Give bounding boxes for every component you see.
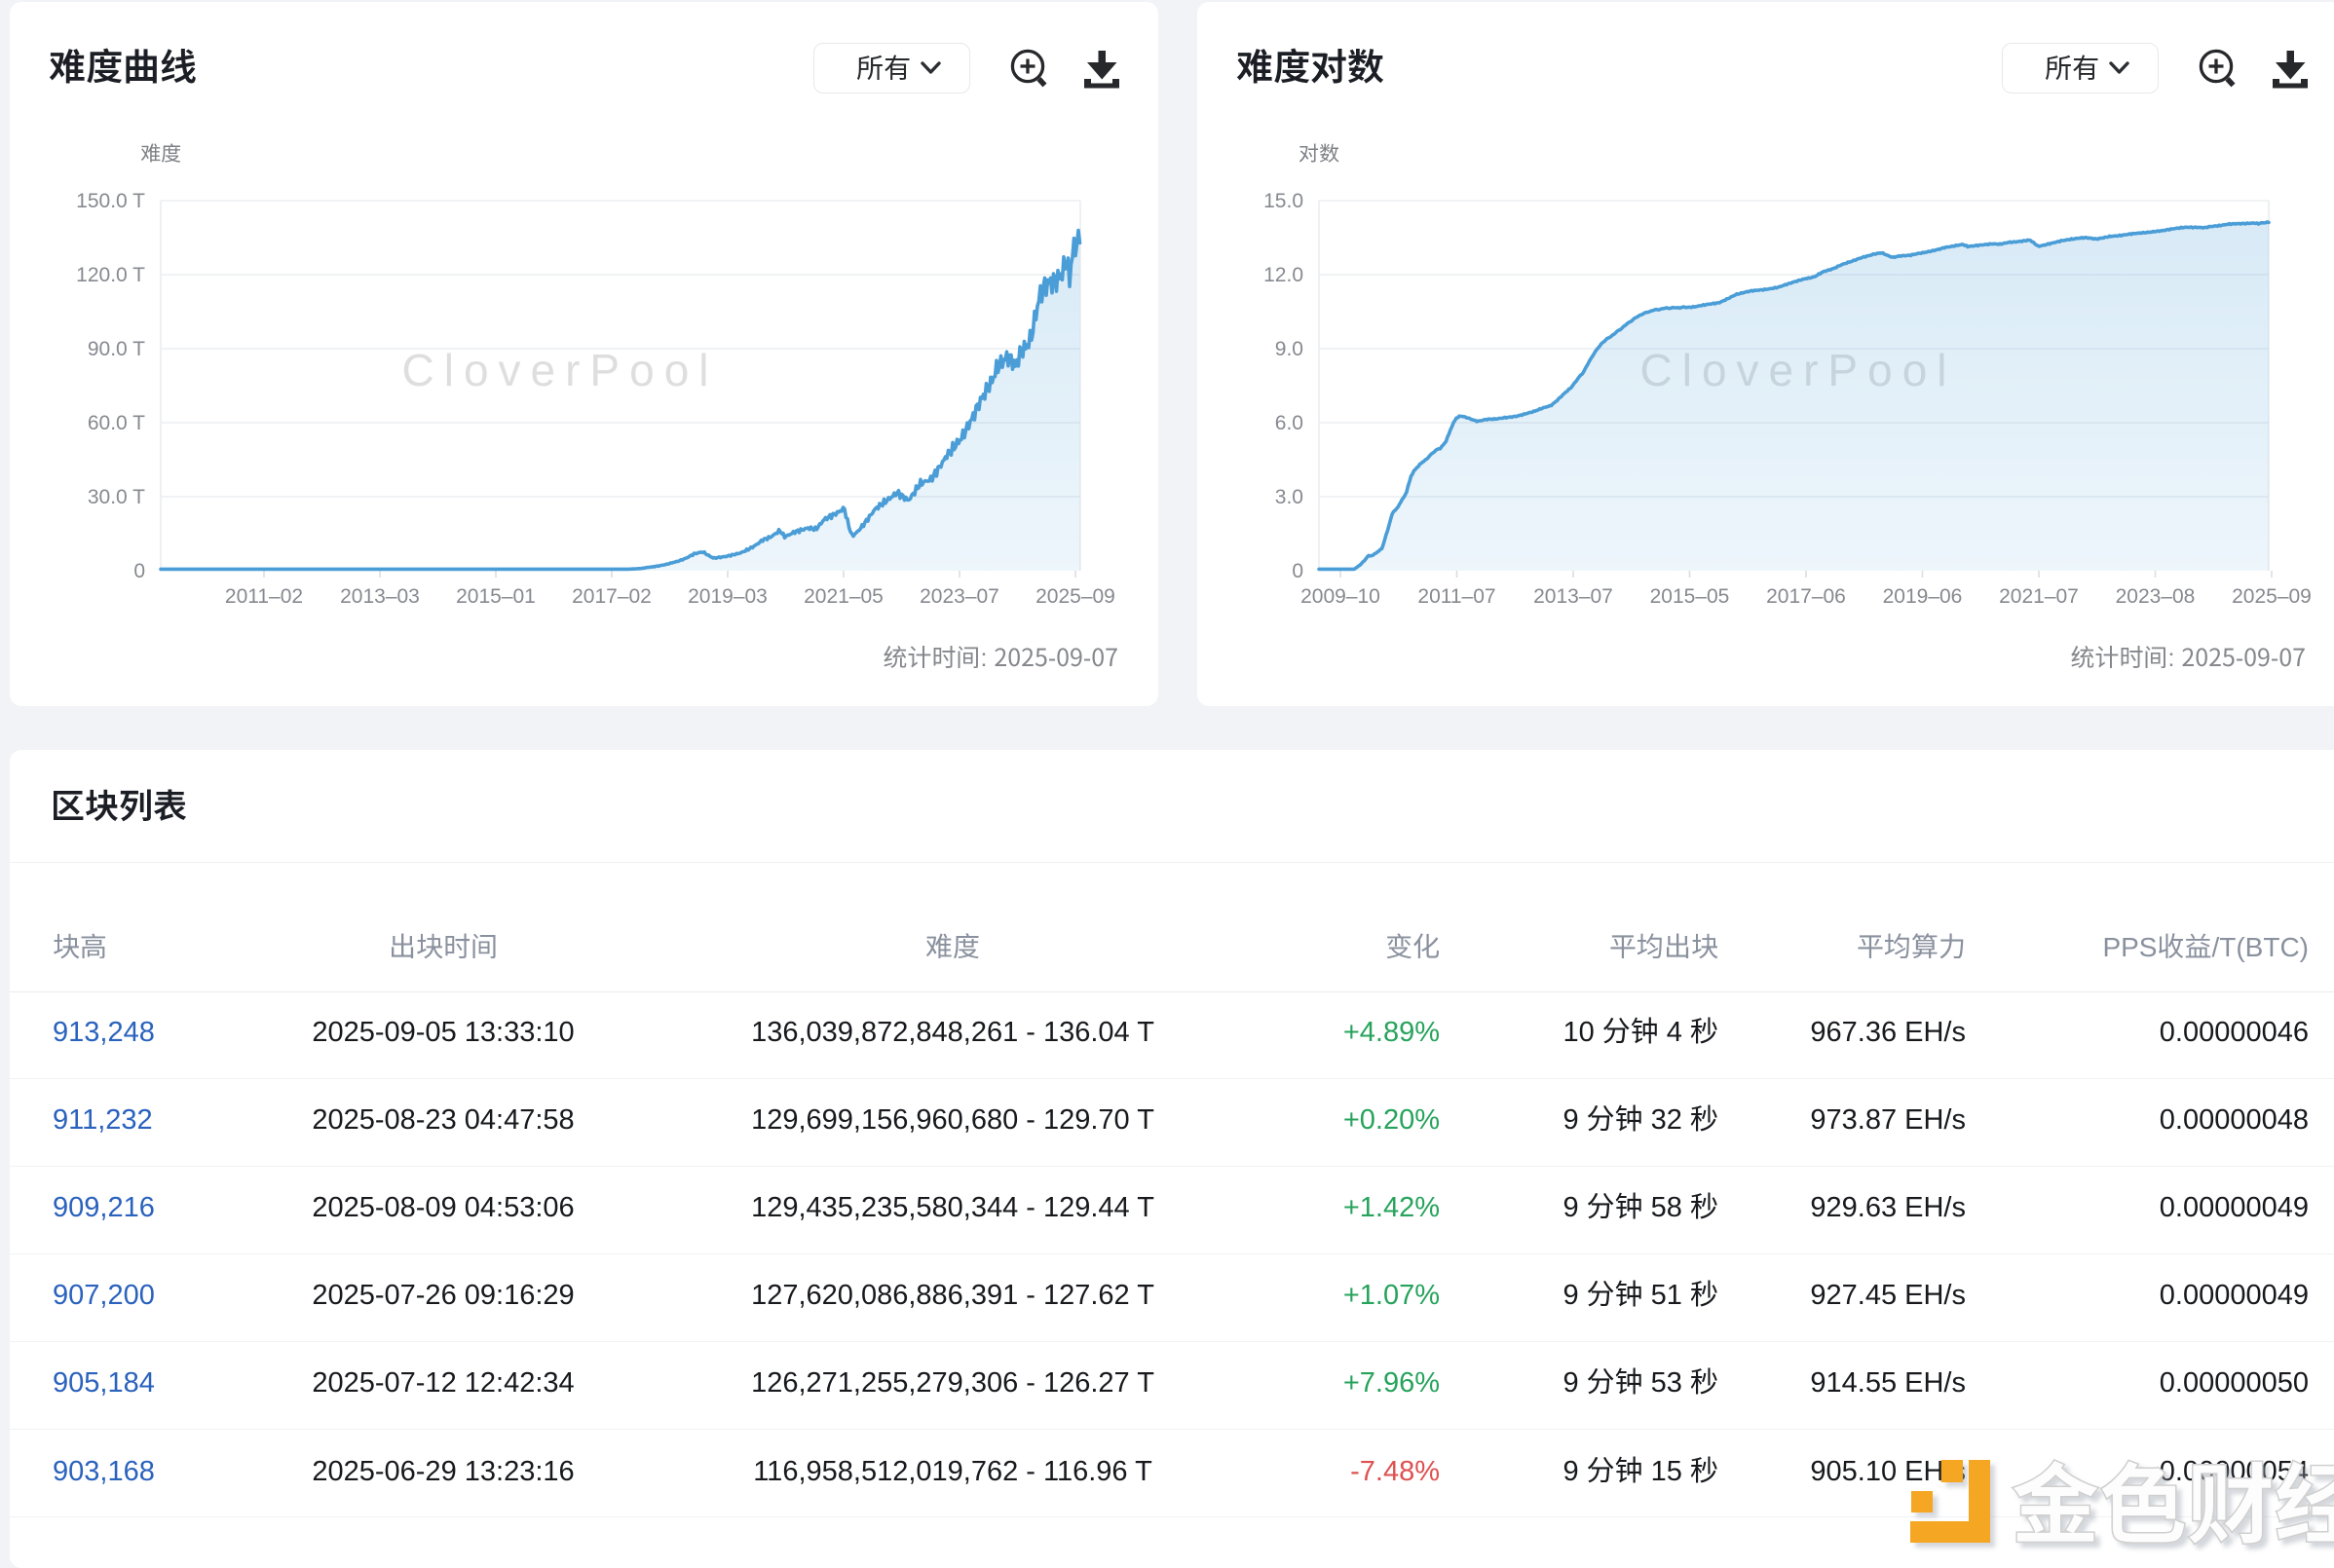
- svg-text:15.0: 15.0: [1263, 190, 1303, 212]
- svg-text:统计时间: 2025-09-07: 统计时间: 2025-09-07: [2070, 639, 2306, 674]
- svg-text:0: 0: [133, 560, 145, 582]
- svg-text:90.0 T: 90.0 T: [88, 338, 145, 360]
- svg-text:2011–02: 2011–02: [225, 585, 303, 608]
- svg-text:2023–07: 2023–07: [920, 585, 999, 608]
- svg-text:2017–06: 2017–06: [1766, 585, 1846, 608]
- svg-text:金色财经: 金色财经: [2012, 1446, 2334, 1561]
- svg-text:2017–02: 2017–02: [572, 585, 652, 608]
- svg-text:CloverPool: CloverPool: [402, 345, 719, 395]
- svg-text:120.0 T: 120.0 T: [76, 264, 145, 286]
- svg-text:9.0: 9.0: [1275, 338, 1303, 360]
- svg-text:2021–05: 2021–05: [804, 585, 884, 608]
- svg-text:2021–07: 2021–07: [1999, 585, 2079, 608]
- svg-text:难度: 难度: [140, 138, 181, 168]
- svg-text:2023–08: 2023–08: [2116, 585, 2196, 608]
- svg-text:2009–10: 2009–10: [1300, 585, 1380, 608]
- svg-text:0: 0: [1292, 560, 1303, 582]
- svg-text:2013–07: 2013–07: [1533, 585, 1613, 608]
- svg-text:对数: 对数: [1299, 138, 1339, 168]
- svg-text:2019–06: 2019–06: [1883, 585, 1963, 608]
- svg-text:2025–09: 2025–09: [1035, 585, 1115, 608]
- svg-text:12.0: 12.0: [1263, 264, 1303, 286]
- svg-text:2015–05: 2015–05: [1650, 585, 1730, 608]
- svg-text:2025–09: 2025–09: [2232, 585, 2312, 608]
- svg-text:30.0 T: 30.0 T: [88, 486, 145, 508]
- svg-text:3.0: 3.0: [1275, 486, 1303, 508]
- svg-text:60.0 T: 60.0 T: [88, 412, 145, 434]
- svg-text:2015–01: 2015–01: [456, 585, 536, 608]
- svg-text:6.0: 6.0: [1275, 412, 1303, 434]
- svg-text:150.0 T: 150.0 T: [76, 190, 145, 212]
- svg-text:2013–03: 2013–03: [340, 585, 420, 608]
- svg-text:统计时间: 2025-09-07: 统计时间: 2025-09-07: [883, 639, 1118, 674]
- svg-text:2011–07: 2011–07: [1417, 585, 1495, 608]
- svg-text:2019–03: 2019–03: [688, 585, 768, 608]
